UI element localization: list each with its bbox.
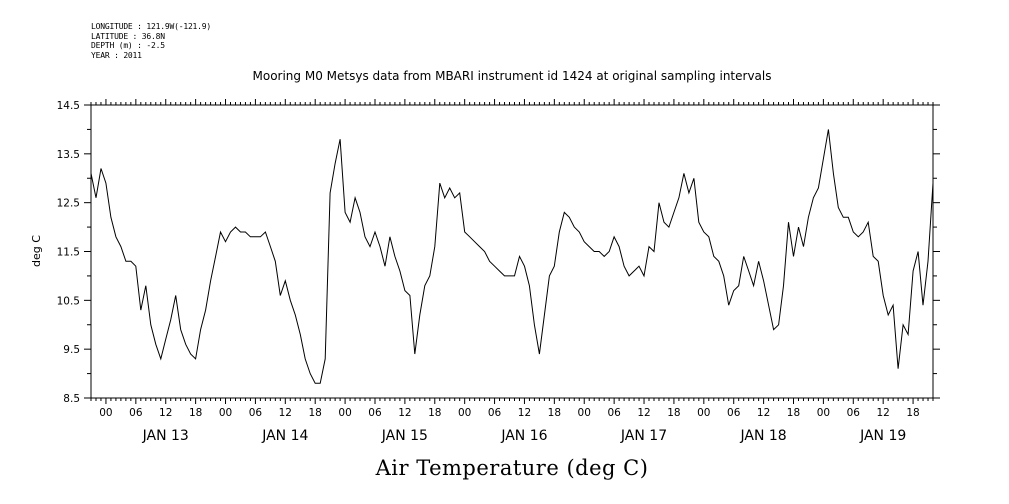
x-hour-label: 00 [817, 407, 830, 419]
x-hour-label: 06 [249, 407, 263, 419]
y-axis: 14.5 13.5 12.5 11.5 10.5 9.5 8.5 [57, 100, 940, 405]
x-day-label: JAN 13 [142, 428, 189, 444]
x-day-label: JAN 18 [740, 428, 787, 444]
x-day-label: JAN 19 [859, 428, 906, 444]
x-hour-label: 06 [129, 407, 143, 419]
y-axis-label: deg C [30, 235, 43, 267]
x-hour-label: 18 [906, 407, 919, 419]
x-day-label: JAN 16 [500, 428, 547, 444]
meta-latitude: LATITUDE : 36.8N [91, 31, 165, 41]
x-axis-label: Air Temperature (deg C) [375, 456, 649, 480]
series-line [90, 129, 934, 384]
x-hour-label: 18 [667, 407, 680, 419]
x-hour-label: 18 [548, 407, 561, 419]
x-hour-label: 06 [488, 407, 502, 419]
x-hour-label: 18 [309, 407, 322, 419]
x-hour-label: 00 [338, 407, 351, 419]
x-hour-label: 12 [159, 407, 172, 419]
plot-frame [90, 104, 934, 399]
x-hour-label: 00 [219, 407, 232, 419]
x-hour-label: 12 [398, 407, 411, 419]
x-hour-label: 18 [189, 407, 202, 419]
x-hour-label: 12 [518, 407, 531, 419]
x-hour-label: 06 [368, 407, 382, 419]
x-hour-label: 06 [607, 407, 621, 419]
x-hour-label: 00 [578, 407, 591, 419]
meta-year: YEAR : 2011 [91, 50, 142, 60]
x-day-label: JAN 15 [381, 428, 428, 444]
y-tick-label: 8.5 [63, 393, 80, 405]
meta-longitude: LONGITUDE : 121.9W(-121.9) [91, 22, 212, 31]
x-day-label: JAN 14 [261, 428, 308, 444]
y-tick-label: 13.5 [57, 149, 80, 161]
metadata-block: LONGITUDE : 121.9W(-121.9) LATITUDE : 36… [91, 22, 211, 60]
meta-depth: DEPTH (m) : -2.5 [91, 41, 165, 51]
chart-title: Mooring M0 Metsys data from MBARI instru… [253, 69, 772, 83]
y-tick-label: 12.5 [57, 198, 80, 210]
x-hour-label: 18 [428, 407, 441, 419]
x-hour-label: 12 [876, 407, 889, 419]
x-hour-label: 06 [727, 407, 741, 419]
y-tick-label: 9.5 [63, 344, 80, 356]
y-tick-label: 11.5 [57, 247, 80, 259]
x-hour-label: 00 [697, 407, 710, 419]
x-hour-label: 00 [458, 407, 471, 419]
x-axis: 00 06 12 18 00 06 12 18 00 06 12 18 00 06 12 18 00 06 12 18… [90, 99, 934, 444]
x-hour-label: 12 [757, 407, 770, 419]
y-tick-label: 14.5 [57, 100, 80, 112]
x-hour-label: 12 [279, 407, 292, 419]
y-tick-label: 10.5 [57, 295, 80, 307]
x-hour-label: 06 [847, 407, 861, 419]
x-day-label: JAN 17 [620, 428, 667, 444]
x-hour-label: 00 [99, 407, 112, 419]
x-hour-label: 12 [637, 407, 650, 419]
x-hour-label: 18 [787, 407, 800, 419]
